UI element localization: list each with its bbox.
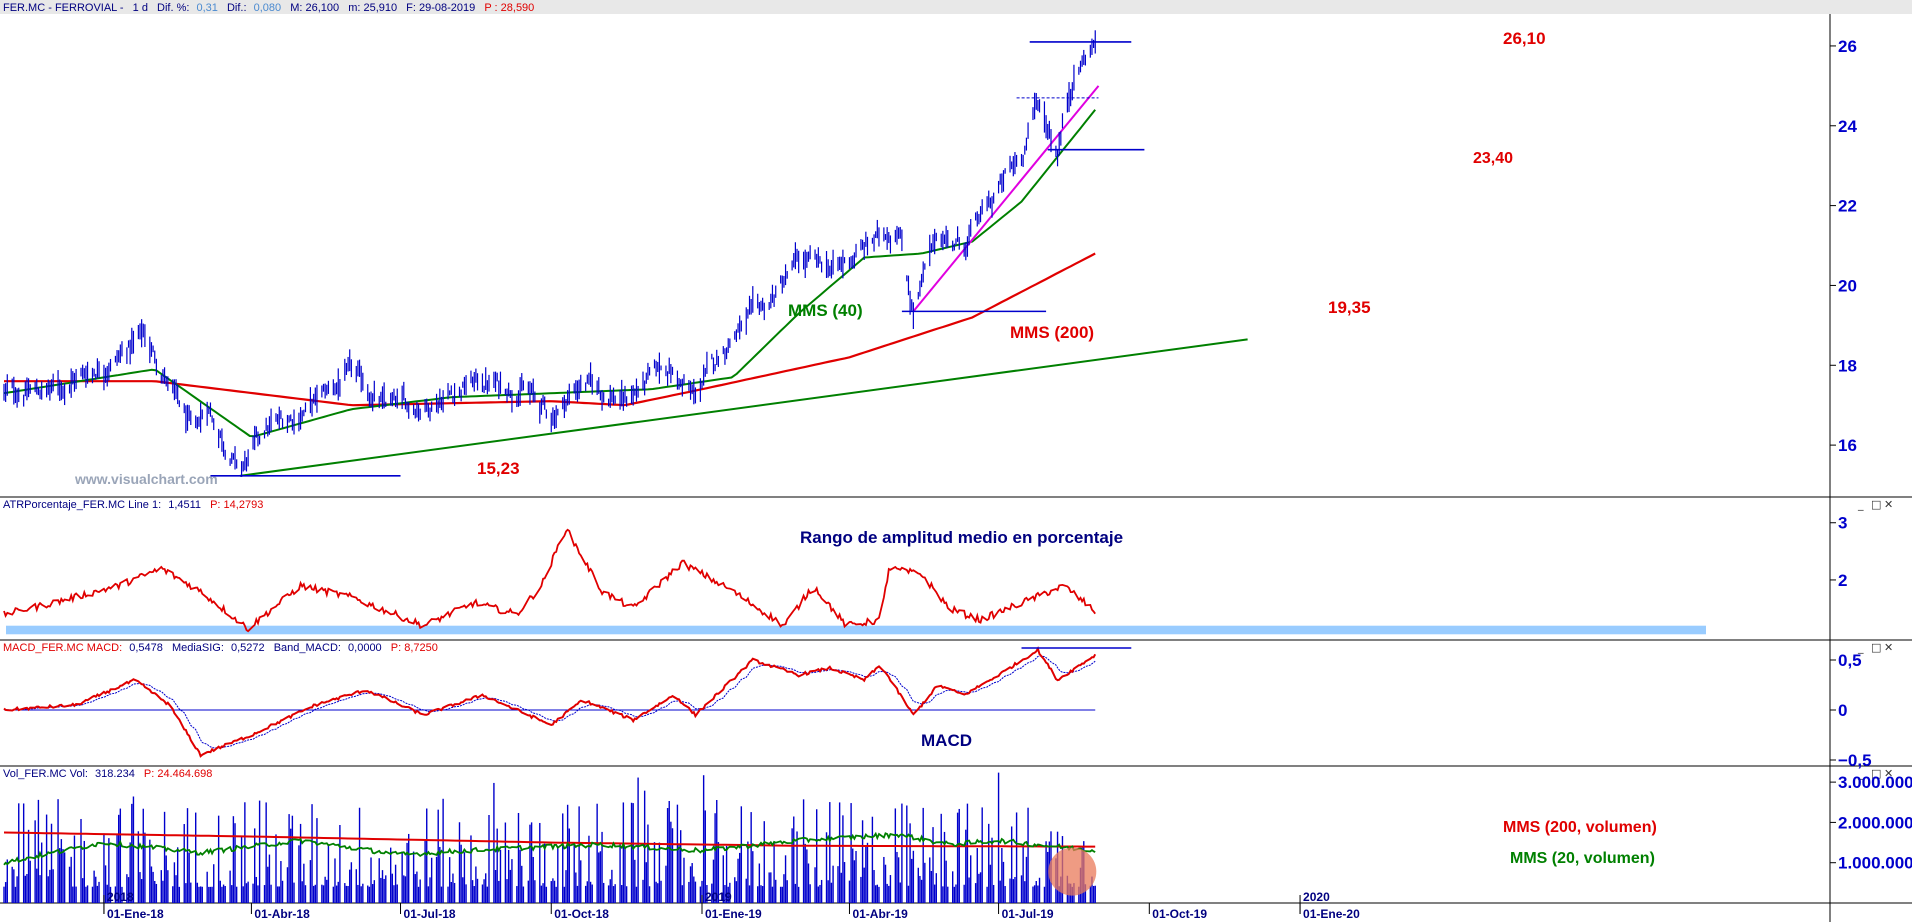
trendline	[239, 338, 1248, 477]
price-tick-label: 24	[1838, 117, 1857, 136]
macd-panel-label: MACD_FER.MC MACD: 0,5478 MediaSIG: 0,527…	[3, 642, 438, 654]
header-max: M: 26,100	[290, 2, 339, 14]
year-marker-label: 2019	[705, 890, 732, 904]
minimize-icon[interactable]: _	[1857, 498, 1864, 511]
close-icon[interactable]: ✕	[1884, 767, 1893, 780]
level-2340-label: 23,40	[1473, 150, 1513, 167]
header-prev: P : 28,590	[484, 2, 534, 14]
date-tick-label: 01-Ene-18	[107, 907, 164, 921]
date-tick-label: 01-Oct-18	[554, 907, 609, 921]
mms40-label: MMS (40)	[788, 301, 863, 320]
maximize-icon[interactable]: □	[1871, 767, 1881, 780]
mms200-label: MMS (200)	[1010, 323, 1094, 342]
volume-mms200-label: MMS (200, volumen)	[1503, 819, 1657, 836]
close-icon[interactable]: ✕	[1884, 498, 1893, 511]
maximize-icon[interactable]: □	[1871, 641, 1881, 654]
channel-line	[912, 85, 1100, 313]
indicator-lines	[3, 85, 1248, 866]
year-marker-label: 2020	[1303, 890, 1330, 904]
macd-line	[3, 646, 1097, 758]
header-bar	[0, 0, 1912, 14]
header-date: F: 29-08-2019	[406, 2, 475, 14]
mms40-line	[3, 109, 1096, 438]
watermark: www.visualchart.com	[74, 471, 218, 487]
atr-panel-label: ATRPorcentaje_FER.MC Line 1: 1,4511 P: 1…	[3, 499, 263, 511]
volume-mms200-line	[3, 831, 1096, 848]
header-text: FER.MC - FERROVIAL - 1 d Dif. %: 0,31 Di…	[3, 2, 534, 14]
volume-panel-label: Vol_FER.MC Vol: 318.234 P: 24.464.698	[3, 768, 212, 780]
atr-line	[3, 528, 1096, 633]
level-1523-label: 15,23	[477, 459, 520, 478]
minimize-icon[interactable]: _	[1857, 767, 1864, 780]
axes: 16 18 20 22 24 26 2 3 −0,5 0 0,5 1.000.000 2.000.000…	[103, 37, 1912, 921]
header-period: 1 d	[133, 2, 148, 14]
level-1935-label: 19,35	[1328, 298, 1371, 317]
atr-window-controls: _ □ ✕	[1857, 498, 1893, 511]
volume-window-controls: _ □ ✕	[1857, 767, 1893, 780]
header-dif-pct-label: Dif. %:	[157, 2, 189, 14]
year-marker-label: 2018	[107, 890, 134, 904]
volume-mms20-line	[3, 831, 1096, 866]
volume-tick-label: 2.000.000	[1838, 813, 1912, 832]
atr-band	[6, 625, 1706, 635]
volume-tick-label: 3.000.000	[1838, 773, 1912, 792]
atr-tick-label: 2	[1838, 571, 1847, 590]
price-tick-label: 18	[1838, 356, 1857, 375]
header-symbol: FER.MC - FERROVIAL -	[3, 2, 124, 14]
atr-band-rect	[6, 625, 1706, 635]
date-tick-label: 01-Jul-19	[1002, 907, 1054, 921]
macd-window-controls: _ □ ✕	[1857, 641, 1893, 654]
macd-tick-label: 0	[1838, 701, 1847, 720]
price-tick-label: 20	[1838, 276, 1857, 295]
date-tick-label: 01-Ene-20	[1303, 907, 1360, 921]
date-tick-label: 01-Abr-18	[254, 907, 310, 921]
volume-mms20-label: MMS (20, volumen)	[1510, 850, 1655, 867]
header-dif-value: 0,080	[254, 2, 282, 14]
macd-tick-label: 0,5	[1838, 651, 1862, 670]
macd-title: MACD	[921, 731, 972, 750]
header-min: m: 25,910	[348, 2, 397, 14]
level-lines	[210, 41, 1145, 896]
panel-frames	[0, 14, 1912, 922]
macd-tick-label: −0,5	[1838, 751, 1872, 770]
volume-tick-label: 1.000.000	[1838, 854, 1912, 873]
minimize-icon[interactable]: _	[1857, 641, 1864, 654]
volume-highlight-circle	[1048, 847, 1097, 896]
volume-bars	[3, 772, 1096, 903]
header-dif-label: Dif.:	[227, 2, 247, 14]
header-dif-pct-value: 0,31	[197, 2, 218, 14]
date-tick-label: 01-Oct-19	[1152, 907, 1207, 921]
date-tick-label: 01-Jul-18	[404, 907, 456, 921]
price-tick-label: 16	[1838, 436, 1857, 455]
price-tick-label: 26	[1838, 37, 1857, 56]
atr-tick-label: 3	[1838, 514, 1847, 533]
date-tick-label: 01-Abr-19	[852, 907, 908, 921]
date-tick-label: 01-Ene-19	[705, 907, 762, 921]
close-icon[interactable]: ✕	[1884, 641, 1893, 654]
mms200-line	[4, 252, 1096, 407]
atr-title: Rango de amplitud medio en porcentaje	[800, 528, 1123, 547]
price-bars	[3, 30, 1096, 477]
maximize-icon[interactable]: □	[1871, 498, 1881, 511]
price-tick-label: 22	[1838, 197, 1857, 216]
level-2610-label: 26,10	[1503, 29, 1546, 48]
macd-signal-line	[3, 655, 1096, 749]
